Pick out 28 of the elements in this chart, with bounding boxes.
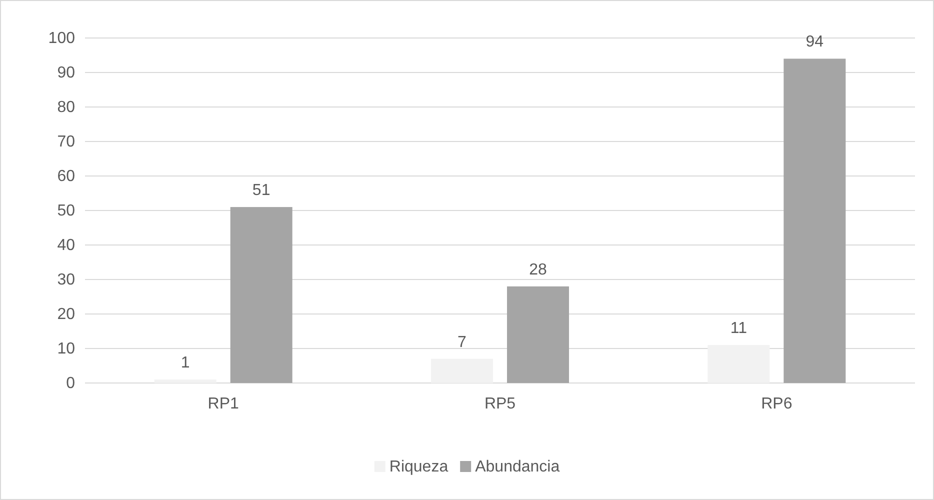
data-label: 11: [730, 320, 748, 338]
legend-label: Abundancia: [475, 458, 560, 476]
y-tick-label: 20: [57, 306, 76, 324]
y-tick-label: 70: [57, 134, 76, 151]
x-tick-label: RP6: [761, 395, 792, 412]
y-tick-label: 90: [57, 64, 76, 82]
bar: [154, 380, 216, 383]
x-tick-label: RP5: [484, 395, 516, 412]
bar: [708, 345, 770, 383]
legend-label: Riqueza: [389, 458, 448, 476]
y-tick-label: 100: [48, 30, 76, 48]
bar: [784, 58, 846, 383]
y-tick-label: 50: [57, 202, 76, 220]
data-label: 28: [529, 261, 547, 278]
bar: [431, 358, 493, 383]
y-tick-label: 40: [57, 237, 76, 254]
y-tick-label: 80: [57, 99, 76, 116]
x-tick-label: RP1: [208, 395, 239, 412]
data-label: 94: [806, 34, 824, 51]
y-tick-label: 0: [66, 375, 76, 392]
data-label: 1: [180, 354, 190, 372]
y-tick-label: 10: [57, 340, 76, 358]
bar: [230, 207, 292, 383]
bar: [507, 286, 569, 383]
data-label: 51: [252, 182, 270, 200]
data-label: 7: [458, 334, 467, 351]
y-tick-label: 30: [57, 272, 76, 289]
y-tick-label: 60: [57, 168, 76, 186]
